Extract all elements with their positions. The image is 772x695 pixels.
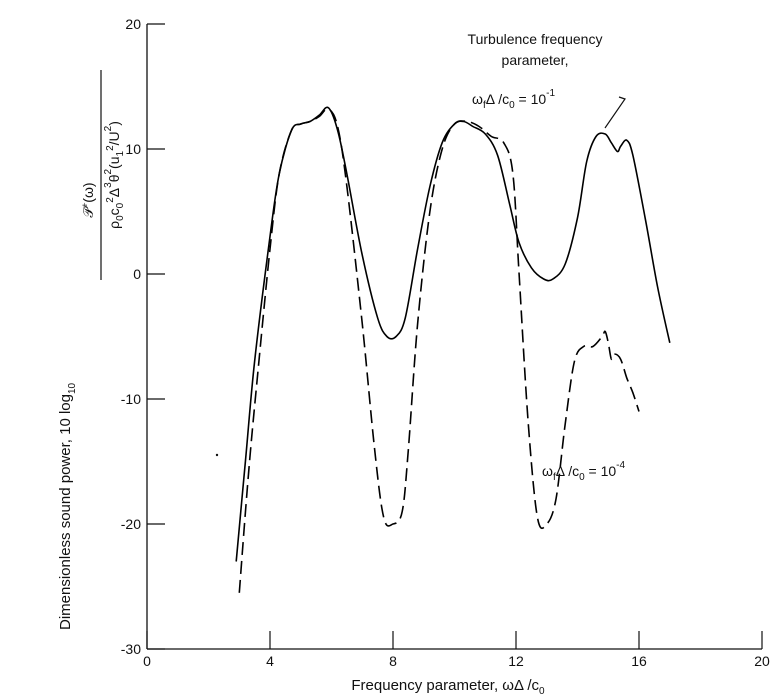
solid-label-sub1: f bbox=[483, 100, 486, 111]
dashed-label-mid: Δ /c bbox=[556, 463, 579, 479]
y-axis-title: Dimensionless sound power, 10 log10 bbox=[57, 382, 78, 630]
annotation-heading-line1: Turbulence frequency bbox=[468, 31, 603, 47]
y-tick-label: -30 bbox=[121, 641, 141, 657]
series-layer bbox=[215, 106, 671, 593]
solid-series-label: ωfΔ /c0 = 10-1 bbox=[472, 88, 556, 111]
y-axis-denominator: ρ0c02Δ3θ2(u12/U2) bbox=[103, 121, 126, 229]
solid-label-exp: -1 bbox=[546, 88, 555, 99]
solid-label-leader bbox=[604, 96, 626, 129]
x-tick-label: 8 bbox=[389, 653, 397, 669]
solid-label-eq: = 10 bbox=[515, 91, 547, 107]
y-tick-label: 20 bbox=[125, 16, 141, 32]
x-tick-label: 20 bbox=[754, 653, 770, 669]
dashed-series-label: ωfΔ /c0 = 10-4 bbox=[542, 460, 626, 483]
stray-dot bbox=[215, 453, 219, 457]
x-tick-label: 12 bbox=[508, 653, 524, 669]
dashed-label-sub1: f bbox=[553, 472, 556, 483]
x-axis-title: Frequency parameter, ωΔ /c0 bbox=[351, 677, 545, 695]
x-tick-label: 16 bbox=[631, 653, 647, 669]
axes bbox=[146, 24, 762, 650]
x-tick-label: 4 bbox=[266, 653, 274, 669]
x-tick-label: 0 bbox=[143, 653, 151, 669]
dashed-label-main: ω bbox=[542, 463, 553, 479]
y-tick-label: -10 bbox=[121, 391, 141, 407]
dashed-label-exp: -4 bbox=[616, 460, 625, 471]
y-axis-numerator: 𝒫⁺(ω) bbox=[80, 182, 96, 217]
y-tick-label: 10 bbox=[125, 141, 141, 157]
dashed-label-eq: = 10 bbox=[585, 463, 617, 479]
solid-label-sub2: 0 bbox=[509, 100, 515, 111]
solid-label-mid: Δ /c bbox=[486, 91, 509, 107]
annotation-heading-line2: parameter, bbox=[502, 52, 569, 68]
y-tick-label: -20 bbox=[121, 516, 141, 532]
solid-series-line bbox=[235, 106, 671, 562]
solid-label-main: ω bbox=[472, 91, 483, 107]
dashed-label-sub2: 0 bbox=[579, 472, 585, 483]
y-axis-fraction: 𝒫⁺(ω) ρ0c02Δ3θ2(u12/U2) bbox=[80, 70, 126, 280]
dashed-series-line bbox=[238, 107, 640, 593]
y-tick-label: 0 bbox=[133, 266, 141, 282]
